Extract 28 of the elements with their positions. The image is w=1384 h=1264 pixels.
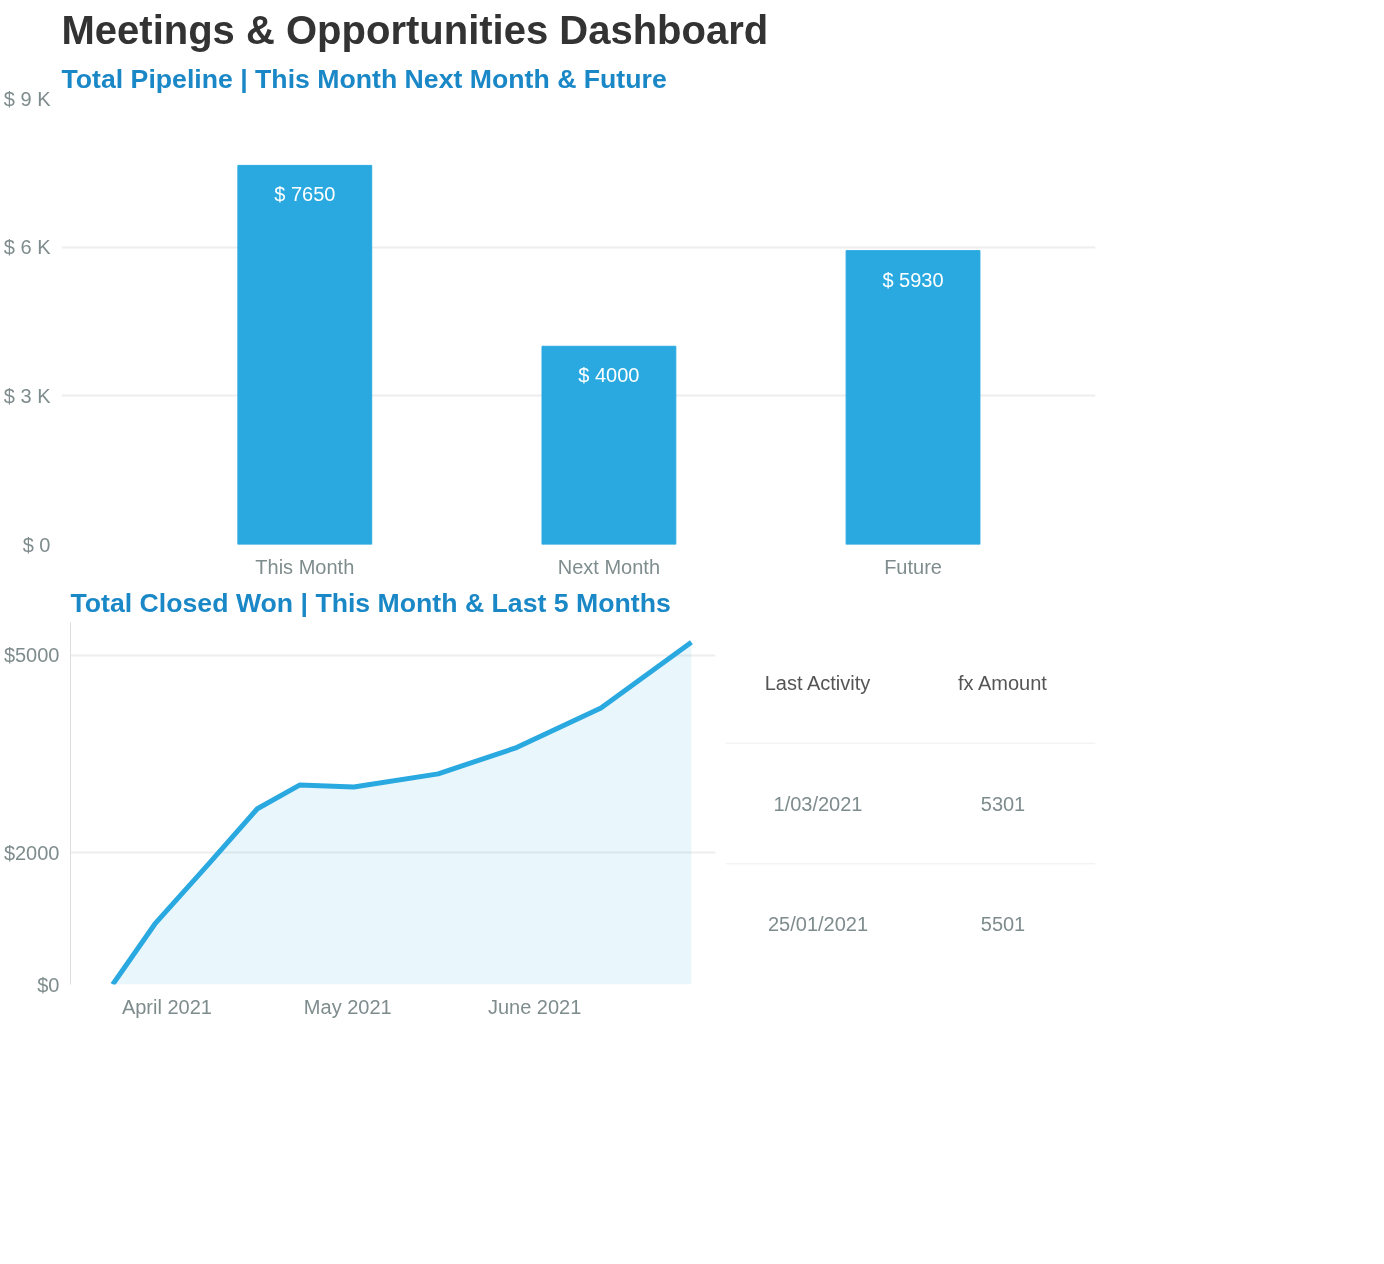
text: fx Amount: [957, 671, 1048, 694]
x-tick-label: Next Month: [557, 555, 661, 578]
x-tick-label: June 2021: [487, 995, 582, 1018]
text: 25/01/2021: [767, 913, 869, 936]
text: Last Activity: [764, 671, 871, 694]
data-label: $ 4000: [578, 364, 640, 387]
y-tick-label: $0: [37, 973, 60, 996]
text: 5301: [980, 792, 1026, 815]
chart-title: Total Closed Won | This Month & Last 5 Months: [70, 587, 671, 618]
data-label: $ 5930: [882, 268, 944, 291]
y-tick-label: $ 3 K: [3, 384, 52, 407]
bar: [237, 164, 373, 545]
y-tick-label: $ 0: [22, 533, 51, 556]
bar: [541, 345, 677, 545]
data-label: $ 7650: [274, 183, 336, 206]
chart-title: Meetings & Opportunities Dashboard: [61, 7, 769, 52]
x-tick-label: This Month: [255, 555, 355, 578]
y-tick-label: $ 9 K: [3, 87, 52, 110]
y-tick-label: $2000: [3, 841, 60, 864]
y-tick-label: $5000: [3, 644, 60, 667]
x-tick-label: Future: [884, 555, 942, 578]
x-tick-label: April 2021: [121, 995, 212, 1018]
chart-subtitle: Total Pipeline | This Month Next Month & Future: [61, 63, 667, 94]
text: 1/03/2021: [773, 792, 863, 815]
text: 5501: [980, 913, 1026, 936]
y-tick-label: $ 6 K: [3, 236, 52, 259]
bar: [845, 250, 981, 545]
x-tick-label: May 2021: [303, 995, 392, 1018]
